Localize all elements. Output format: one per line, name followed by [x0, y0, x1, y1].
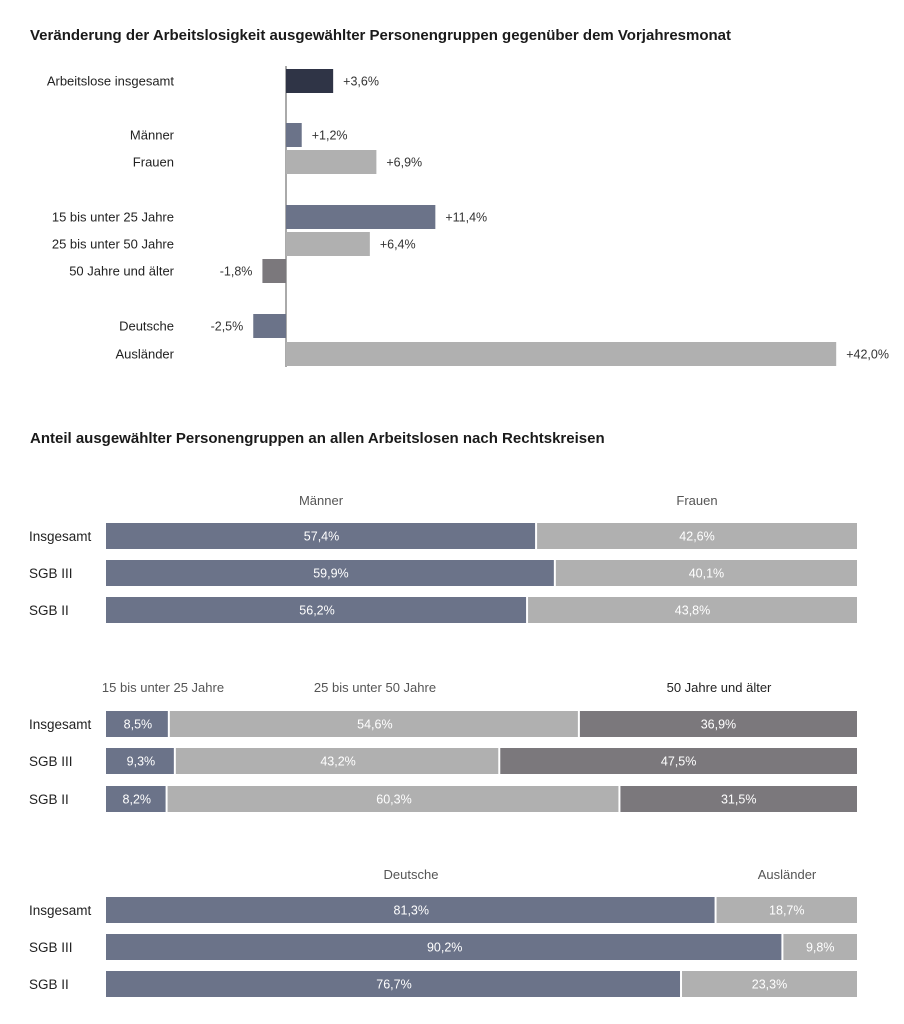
- series-header-1-2: 50 Jahre und älter: [667, 680, 772, 695]
- segment-1-0-0: [106, 711, 168, 737]
- category-label-0: Arbeitslose insgesamt: [47, 74, 175, 89]
- bar-0: [286, 69, 334, 93]
- category-label-5: 50 Jahre und älter: [69, 264, 174, 279]
- category-label-3: 15 bis unter 25 Jahre: [52, 210, 174, 225]
- segment-label-0-0-1: 42,6%: [679, 530, 714, 544]
- segment-label-2-0-0: 81,3%: [394, 904, 429, 918]
- segment-0-2-1: [528, 597, 857, 623]
- category-label-6: Deutsche: [119, 319, 174, 334]
- bar-3: [286, 205, 436, 229]
- value-label-2: +6,9%: [386, 156, 422, 170]
- segment-0-1-1: [555, 560, 857, 586]
- segment-2-1-1: [783, 934, 857, 960]
- segment-label-1-2-0: 8,2%: [123, 793, 152, 807]
- segment-0-2-0: [106, 597, 527, 623]
- segment-1-0-1: [169, 711, 578, 737]
- chart-title-change: Veränderung der Arbeitslosigkeit ausgewä…: [30, 27, 732, 44]
- value-label-3: +11,4%: [445, 211, 487, 225]
- segment-1-0-2: [579, 711, 857, 737]
- segment-label-0-2-1: 43,8%: [675, 604, 710, 618]
- row-label-1-1: SGB III: [29, 754, 73, 769]
- segment-0-1-0: [106, 560, 554, 586]
- row-label-2-2: SGB II: [29, 977, 69, 992]
- bar-4: [286, 232, 370, 256]
- segment-1-1-2: [500, 748, 857, 774]
- segment-label-1-1-0: 9,3%: [127, 755, 156, 769]
- category-label-7: Ausländer: [115, 347, 174, 362]
- segment-2-2-1: [682, 971, 857, 997]
- segment-label-0-1-0: 59,9%: [313, 567, 348, 581]
- segment-label-2-2-1: 23,3%: [752, 978, 787, 992]
- series-header-1-1: 25 bis unter 50 Jahre: [314, 680, 436, 695]
- value-label-6: -2,5%: [211, 320, 244, 334]
- row-label-0-0: Insgesamt: [29, 529, 92, 544]
- row-label-0-2: SGB II: [29, 603, 69, 618]
- segment-0-0-0: [106, 523, 536, 549]
- chart-title-shares: Anteil ausgewählter Personengruppen an a…: [30, 430, 605, 447]
- segment-label-2-2-0: 76,7%: [376, 978, 411, 992]
- segment-label-0-2-0: 56,2%: [299, 604, 334, 618]
- bar-6: [253, 314, 286, 338]
- segment-label-1-1-2: 47,5%: [661, 755, 696, 769]
- series-header-1-0: 15 bis unter 25 Jahre: [102, 680, 224, 695]
- segment-label-2-0-1: 18,7%: [769, 904, 804, 918]
- row-label-2-1: SGB III: [29, 940, 73, 955]
- bar-5: [262, 259, 286, 283]
- series-header-0-0: Männer: [299, 493, 344, 508]
- segment-label-1-0-1: 54,6%: [357, 718, 392, 732]
- segment-label-1-2-2: 31,5%: [721, 793, 756, 807]
- row-label-0-1: SGB III: [29, 566, 73, 581]
- segment-label-1-0-2: 36,9%: [701, 718, 736, 732]
- series-header-0-1: Frauen: [676, 493, 717, 508]
- segment-2-2-0: [106, 971, 681, 997]
- category-label-1: Männer: [130, 128, 175, 143]
- bar-1: [286, 123, 302, 147]
- value-label-7: +42,0%: [846, 348, 889, 362]
- segment-2-1-0: [106, 934, 782, 960]
- segment-label-2-1-1: 9,8%: [806, 941, 835, 955]
- series-header-2-0: Deutsche: [384, 867, 439, 882]
- value-label-5: -1,8%: [220, 265, 253, 279]
- segment-1-2-1: [167, 786, 619, 812]
- value-label-0: +3,6%: [343, 75, 379, 89]
- category-label-4: 25 bis unter 50 Jahre: [52, 237, 174, 252]
- row-label-1-2: SGB II: [29, 792, 69, 807]
- segment-1-2-2: [620, 786, 857, 812]
- category-label-2: Frauen: [133, 155, 174, 170]
- segment-1-1-1: [175, 748, 499, 774]
- segment-label-0-1-1: 40,1%: [689, 567, 724, 581]
- segment-label-1-2-1: 60,3%: [376, 793, 411, 807]
- segment-label-2-1-0: 90,2%: [427, 941, 462, 955]
- segment-2-0-1: [716, 897, 857, 923]
- segment-2-0-0: [106, 897, 715, 923]
- segment-label-1-0-0: 8,5%: [124, 718, 153, 732]
- bar-7: [286, 342, 837, 366]
- segment-label-1-1-1: 43,2%: [320, 755, 355, 769]
- series-header-2-1: Ausländer: [758, 867, 817, 882]
- segment-1-1-0: [106, 748, 174, 774]
- segment-0-0-1: [537, 523, 857, 549]
- segment-label-0-0-0: 57,4%: [304, 530, 339, 544]
- row-label-1-0: Insgesamt: [29, 717, 92, 732]
- bar-2: [286, 150, 377, 174]
- value-label-4: +6,4%: [380, 238, 416, 252]
- segment-1-2-0: [106, 786, 166, 812]
- row-label-2-0: Insgesamt: [29, 903, 92, 918]
- value-label-1: +1,2%: [312, 129, 348, 143]
